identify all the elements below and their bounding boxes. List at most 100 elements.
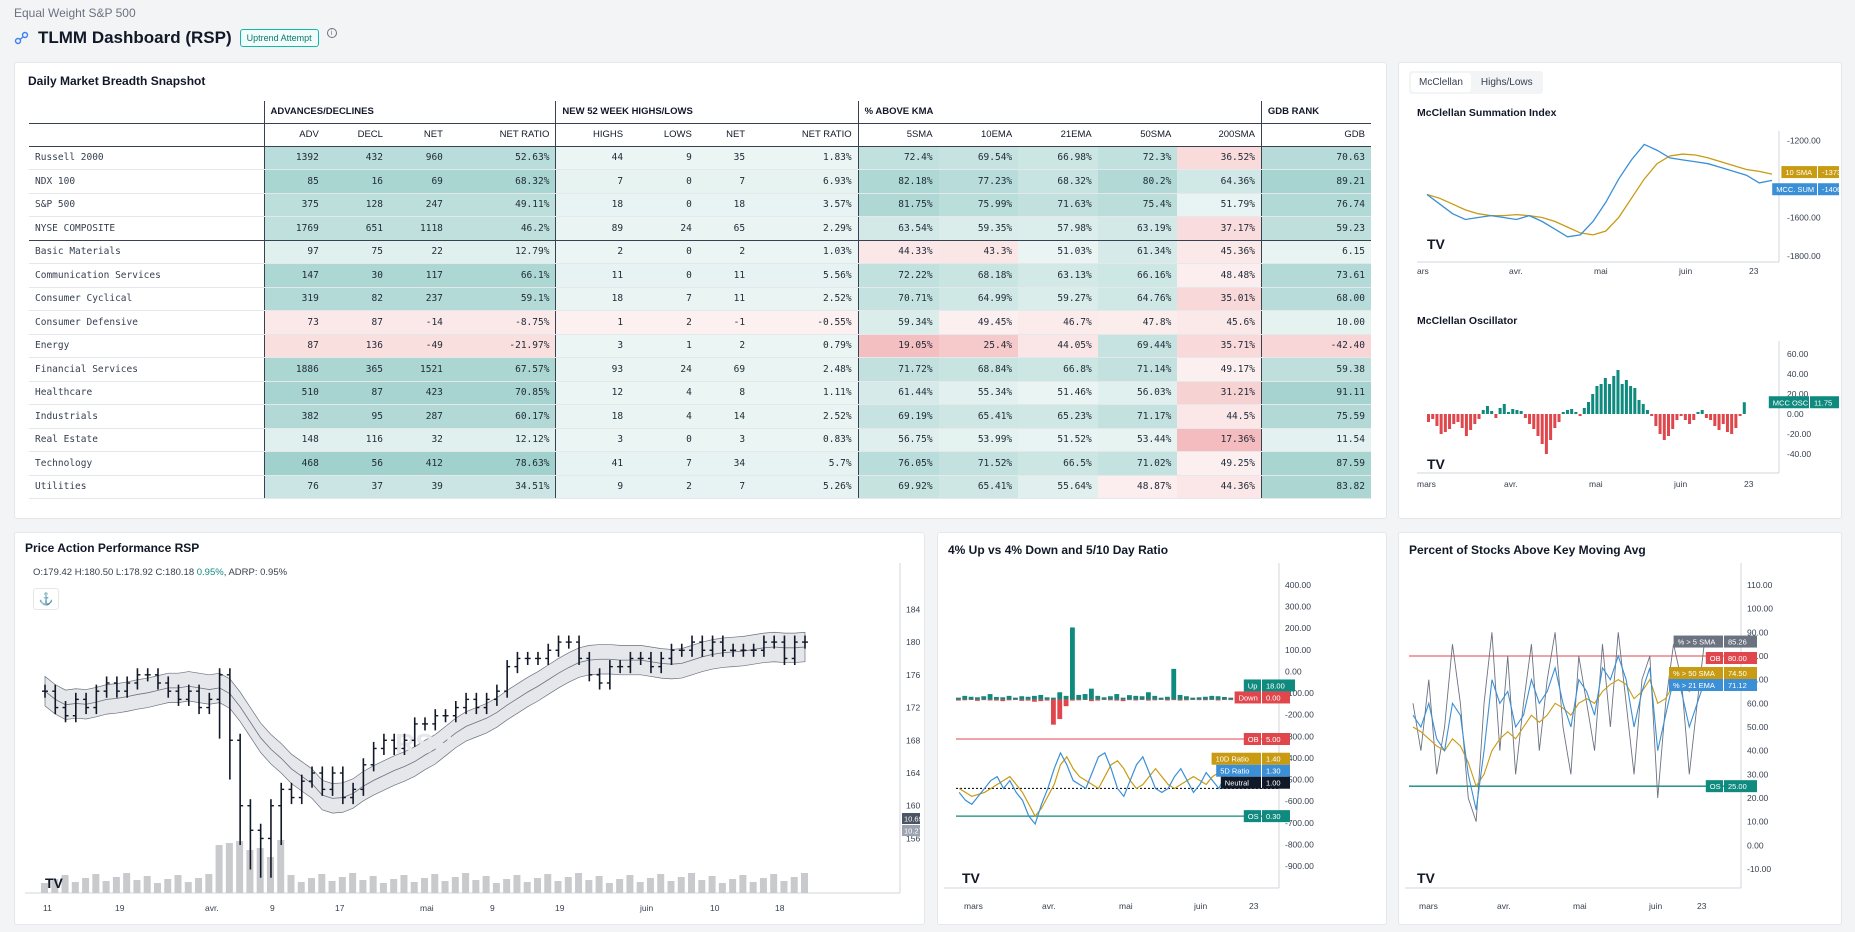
table-cell: 80.2% [1097, 169, 1178, 194]
summation-chart[interactable]: -1200.00 -1600.00 -1800.00 ars avr. mai juin 23… [1409, 121, 1839, 281]
table-cell: 87 [324, 381, 389, 405]
tag-value-bg [1724, 780, 1757, 793]
col-header[interactable]: NET [388, 123, 449, 147]
col-header[interactable]: NET RATIO [751, 123, 859, 147]
tag-value-bg [1262, 752, 1290, 765]
tab-highs-lows[interactable]: Highs/Lows [1480, 77, 1533, 88]
oscillator-bar [1515, 410, 1519, 414]
volume-bar [133, 880, 141, 893]
volume-bar [338, 877, 346, 893]
oscillator-bar [1667, 414, 1671, 436]
table-row[interactable]: Russell 2000 1392 432 960 52.63% 44 9 35 1.83% 72… [29, 146, 1371, 170]
tag-label: % > 21 EMA [1673, 681, 1715, 690]
col-header[interactable]: 10EMA [938, 123, 1019, 147]
col-header[interactable]: 21EMA [1018, 123, 1098, 147]
table-row[interactable]: NDX 100 85 16 69 68.32% 7 0 7 6.93% 82.18% 77.23% 6… [29, 169, 1371, 194]
tick-label: -900.00 [1285, 861, 1314, 871]
table-cell: 3 [555, 334, 630, 358]
table-cell: 24 [629, 357, 698, 382]
tick-label: 11 [43, 903, 52, 913]
ema21-tag: % > 21 EMA 71.12 [1669, 679, 1757, 692]
table-row[interactable]: Communication Services 147 30 117 66.1% 11 0 11… [29, 263, 1371, 288]
table-row[interactable]: Basic Materials 97 75 22 12.79% 2 0 2 1.03% 44.33… [29, 240, 1371, 264]
table-row[interactable]: Energy 87 136 -49 -21.97% 3 1 2 0.79% 19.05% 25.4%… [29, 334, 1371, 358]
table-cell: 70.63 [1260, 146, 1371, 170]
table-row[interactable]: Industrials 382 95 287 60.17% 18 4 14 2.52% 69.19… [29, 404, 1371, 429]
os-tag: OS 0.30 [1243, 810, 1290, 823]
tick-label: -40.00 [1787, 449, 1811, 459]
tick-label: mai [1589, 479, 1603, 489]
ratio5-line [958, 751, 1239, 826]
col-header[interactable]: DECL [324, 123, 389, 147]
tag-label-bg [1673, 635, 1723, 648]
col-header[interactable]: ADV [263, 123, 325, 147]
table-row[interactable]: Real Estate 148 116 32 12.12% 3 0 3 0.83% 56.75% 5… [29, 428, 1371, 452]
table-cell: 85 [263, 169, 325, 194]
ohlc-bar [514, 651, 521, 674]
table-cell: 64.36% [1177, 169, 1262, 194]
volume-bar [297, 882, 305, 893]
table-row[interactable]: NYSE COMPOSITE 1769 651 1118 46.2% 89 24 65 2.29… [29, 216, 1371, 241]
pct-above-chart[interactable]: 110.00 100.00 90.00 80.00 70.00 60.00 50.00 40.… [1405, 563, 1839, 923]
up-bar [1000, 697, 1006, 700]
tab-mcclellan[interactable]: McClellan [1411, 73, 1471, 92]
ohlc-bar [370, 741, 377, 772]
table-cell: 69 [697, 357, 752, 382]
vol-tag: 10.27M [904, 827, 920, 836]
oscillator-chart[interactable]: 60.00 40.00 20.00 0.00 -20.00 -40.00 mars avr. m… [1409, 329, 1839, 514]
oscillator-bar [1738, 414, 1742, 416]
table-cell: 35.71% [1177, 334, 1262, 358]
vol-tag-bg [902, 813, 920, 824]
tick-label: 0.00 [1747, 840, 1764, 850]
info-icon[interactable]: i [326, 28, 337, 38]
table-cell: 44.36% [1177, 475, 1262, 499]
table-cell: -14 [388, 310, 449, 335]
table-row[interactable]: Healthcare 510 87 423 70.85% 12 4 8 1.11% 61.44% 5… [29, 381, 1371, 405]
table-row[interactable]: Consumer Cyclical 319 82 237 59.1% 18 7 11 2.52%… [29, 287, 1371, 311]
table-row[interactable]: Consumer Defensive 73 87 -14 -8.75% 1 2 -1 -0.55… [29, 310, 1371, 335]
col-header[interactable]: NET [697, 123, 752, 147]
tick-label: 9 [490, 903, 495, 913]
tag-label-bg [1234, 691, 1261, 704]
table-cell: 72.3% [1097, 146, 1178, 170]
ratio10-line [958, 755, 1239, 818]
volume-bar [595, 876, 603, 893]
table-cell: 16 [324, 169, 389, 194]
col-header[interactable]: HIGHS [555, 123, 630, 147]
table-cell: 2.48% [751, 357, 859, 382]
oscillator-bar [1692, 414, 1696, 420]
ohlc-bar [750, 643, 757, 657]
anchor-icon[interactable]: ⚓ [33, 588, 59, 610]
tag-value: 85.26 [1728, 638, 1747, 647]
col-header[interactable]: GDB [1260, 123, 1371, 147]
tick-label: 400.00 [1285, 580, 1311, 590]
oscillator-bar [1456, 414, 1460, 422]
tag-label: OB [1710, 654, 1721, 663]
updown-chart[interactable]: 400.00 300.00 200.00 100.00 0.00 -100.00 -200.… [944, 563, 1384, 923]
ohlc-bar [278, 782, 285, 845]
col-header[interactable]: NET RATIO [448, 123, 556, 147]
price-chart[interactable]: 184.00 180.00 176.00 172.00 168.00 164.00 160.… [25, 563, 920, 923]
oscillator-bar [1641, 404, 1645, 414]
col-header[interactable]: 5SMA [857, 123, 939, 147]
ohlc-bar [719, 635, 726, 657]
tick-label: -1200.00 [1787, 136, 1821, 146]
col-header[interactable]: LOWS [629, 123, 698, 147]
table-row[interactable]: S&P 500 375 128 247 49.11% 18 0 18 3.57% 81.75% 75… [29, 193, 1371, 217]
table-row[interactable]: Technology 468 56 412 78.63% 41 7 34 5.7% 76.05% 7… [29, 451, 1371, 476]
table-row[interactable]: Financial Services 1886 365 1521 67.57% 93 24 6… [29, 357, 1371, 382]
tag-value-bg [1818, 166, 1839, 179]
tick-label: avr. [1042, 901, 1056, 911]
col-header[interactable]: 50SMA [1097, 123, 1178, 147]
volume-bar [759, 878, 767, 893]
ohlc-bar [709, 635, 716, 657]
oscillator-bar [1570, 409, 1574, 414]
up-bar [1127, 695, 1132, 700]
table-row[interactable]: Utilities 76 37 39 34.51% 9 2 7 5.26% 69.92% 65.41… [29, 475, 1371, 499]
table-cell: 87 [324, 310, 389, 335]
breadcrumb[interactable]: Equal Weight S&P 500 [14, 6, 136, 20]
col-header[interactable]: 200SMA [1177, 123, 1262, 147]
oscillator-bar [1591, 394, 1595, 414]
oscillator-bar [1443, 414, 1447, 432]
tick-label: -1600.00 [1787, 213, 1821, 223]
